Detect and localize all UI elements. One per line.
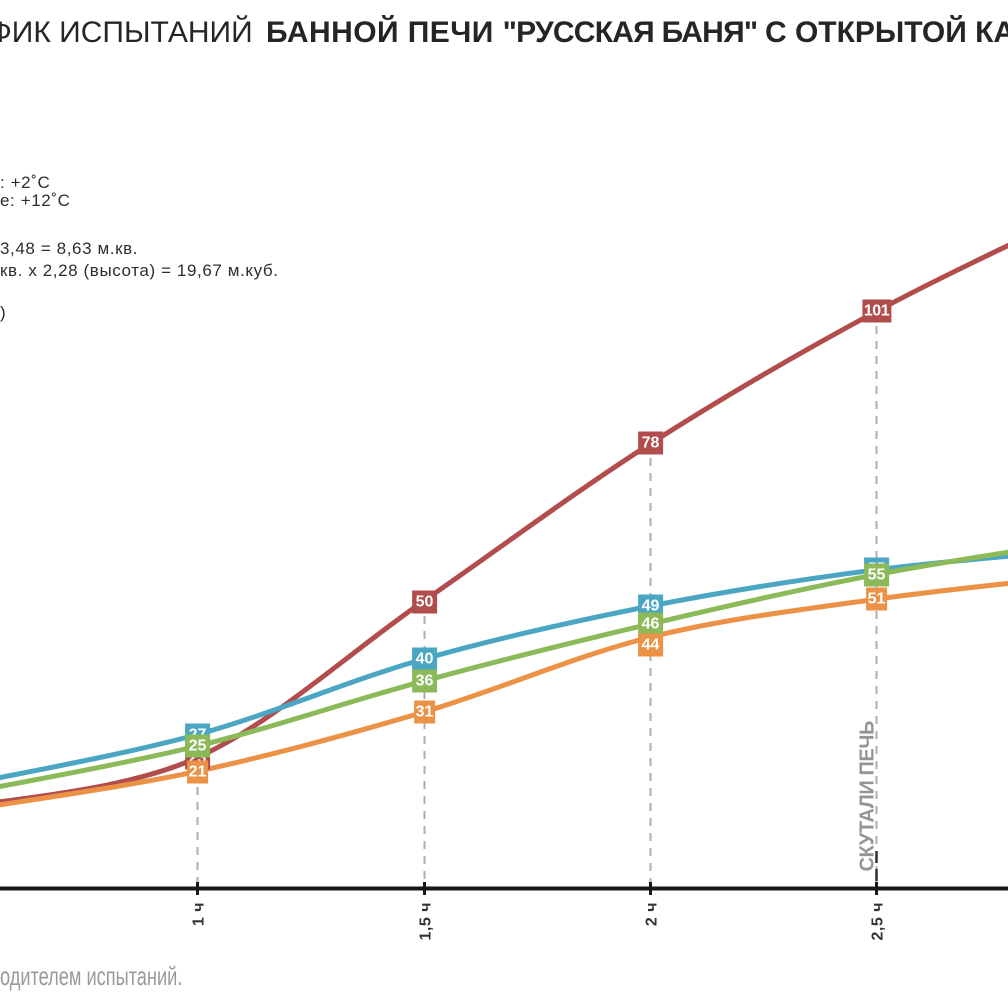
svg-text:СКУТАЛИ ПЕЧЬ: СКУТАЛИ ПЕЧЬ	[857, 721, 879, 872]
svg-text:2,5 ч: 2,5 ч	[869, 902, 886, 940]
svg-text:2 ч: 2 ч	[643, 902, 660, 926]
svg-text:1 ч: 1 ч	[190, 902, 207, 926]
svg-text:1,5 ч: 1,5 ч	[417, 902, 434, 940]
